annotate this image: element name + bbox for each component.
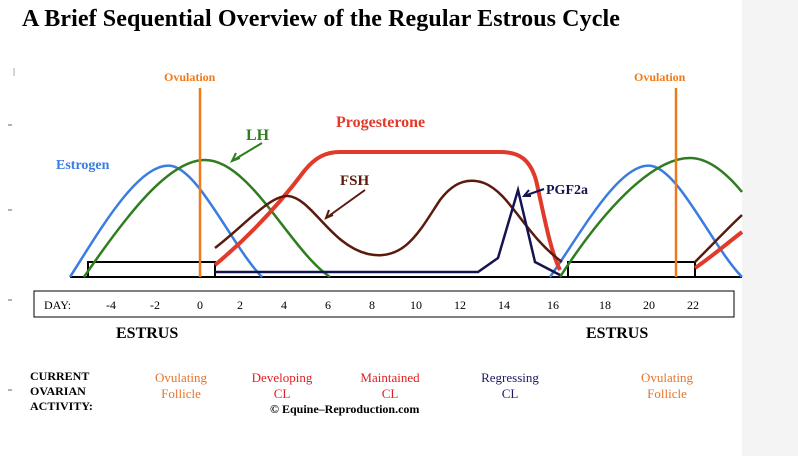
right-margin-panel (742, 0, 798, 456)
fsh-arrowhead (324, 209, 334, 220)
day-tick: 6 (325, 298, 331, 312)
heading-line: ACTIVITY: (30, 399, 93, 413)
stage-ovulating-follicle-right: Ovulating Follicle (634, 370, 700, 402)
day-tick: 20 (643, 298, 655, 312)
pgf2a-curve (215, 185, 561, 277)
stage-line1: Regressing (481, 370, 539, 385)
stage-line1: Ovulating (641, 370, 693, 385)
lh-arrowhead (229, 152, 241, 163)
pgf2a-arrow (523, 188, 545, 197)
day-tick: 18 (599, 298, 611, 312)
pgf2a-label: PGF2a (546, 183, 588, 198)
day-tick: -4 (106, 298, 116, 312)
day-tick: 22 (687, 298, 699, 312)
ovulation-label-right: Ovulation (634, 70, 686, 84)
progesterone-curve-right (693, 230, 744, 270)
estrus-label-right: ESTRUS (586, 325, 649, 342)
stage-ovulating-follicle-left: Ovulating Follicle (148, 370, 214, 402)
stage-line2: CL (381, 386, 399, 401)
stage-maintained-cl: Maintained CL (352, 370, 428, 402)
heading-line: OVARIAN (30, 384, 86, 398)
estrogen-curve-right (548, 164, 743, 278)
stage-line2: CL (273, 386, 291, 401)
day-tick: 4 (281, 298, 287, 312)
day-tick: 14 (498, 298, 510, 312)
estrus-box-left (87, 261, 216, 278)
day-ticks: -4 -2 0 2 4 6 8 10 12 14 16 18 20 22 (106, 298, 699, 312)
day-axis-prefix: DAY: (44, 298, 71, 312)
day-tick: 2 (237, 298, 243, 312)
day-tick: 8 (369, 298, 375, 312)
day-tick: 10 (410, 298, 422, 312)
estrogen-curve-left (68, 164, 263, 278)
lh-label: LH (246, 127, 270, 144)
fsh-curve-right (694, 214, 743, 263)
day-tick: -2 (150, 298, 160, 312)
fsh-arrow (325, 189, 366, 219)
stage-regressing-cl: Regressing CL (472, 370, 548, 402)
stage-line2: Follicle (161, 386, 201, 401)
lh-arrow (231, 142, 263, 162)
estrogen-label: Estrogen (56, 158, 110, 173)
page-title: A Brief Sequential Overview of the Regul… (22, 6, 620, 32)
stage-line1: Maintained (360, 370, 420, 385)
fsh-curve (214, 179, 563, 264)
stage-line1: Ovulating (155, 370, 207, 385)
estrus-label-left: ESTRUS (116, 325, 179, 342)
day-tick: 12 (454, 298, 466, 312)
progesterone-curve (213, 150, 562, 271)
day-axis-box (33, 290, 735, 318)
stage-line2: CL (501, 386, 519, 401)
stage-developing-cl: Developing CL (242, 370, 322, 402)
day-tick: 16 (547, 298, 559, 312)
estrus-box-right (567, 261, 696, 278)
heading-line: CURRENT (30, 369, 90, 383)
ovarian-activity-heading: CURRENT OVARIAN ACTIVITY: (30, 369, 93, 414)
fsh-label: FSH (340, 173, 370, 189)
stage-line1: Developing (251, 370, 313, 385)
ovulation-label-left: Ovulation (164, 70, 216, 84)
day-tick: 0 (197, 298, 203, 312)
copyright-notice: © Equine–Reproduction.com (270, 402, 420, 416)
lh-curve-right (558, 156, 743, 278)
stage-line2: Follicle (647, 386, 687, 401)
progesterone-label: Progesterone (336, 114, 425, 131)
lh-curve-left (82, 158, 331, 279)
pgf2a-arrowhead (521, 189, 531, 197)
